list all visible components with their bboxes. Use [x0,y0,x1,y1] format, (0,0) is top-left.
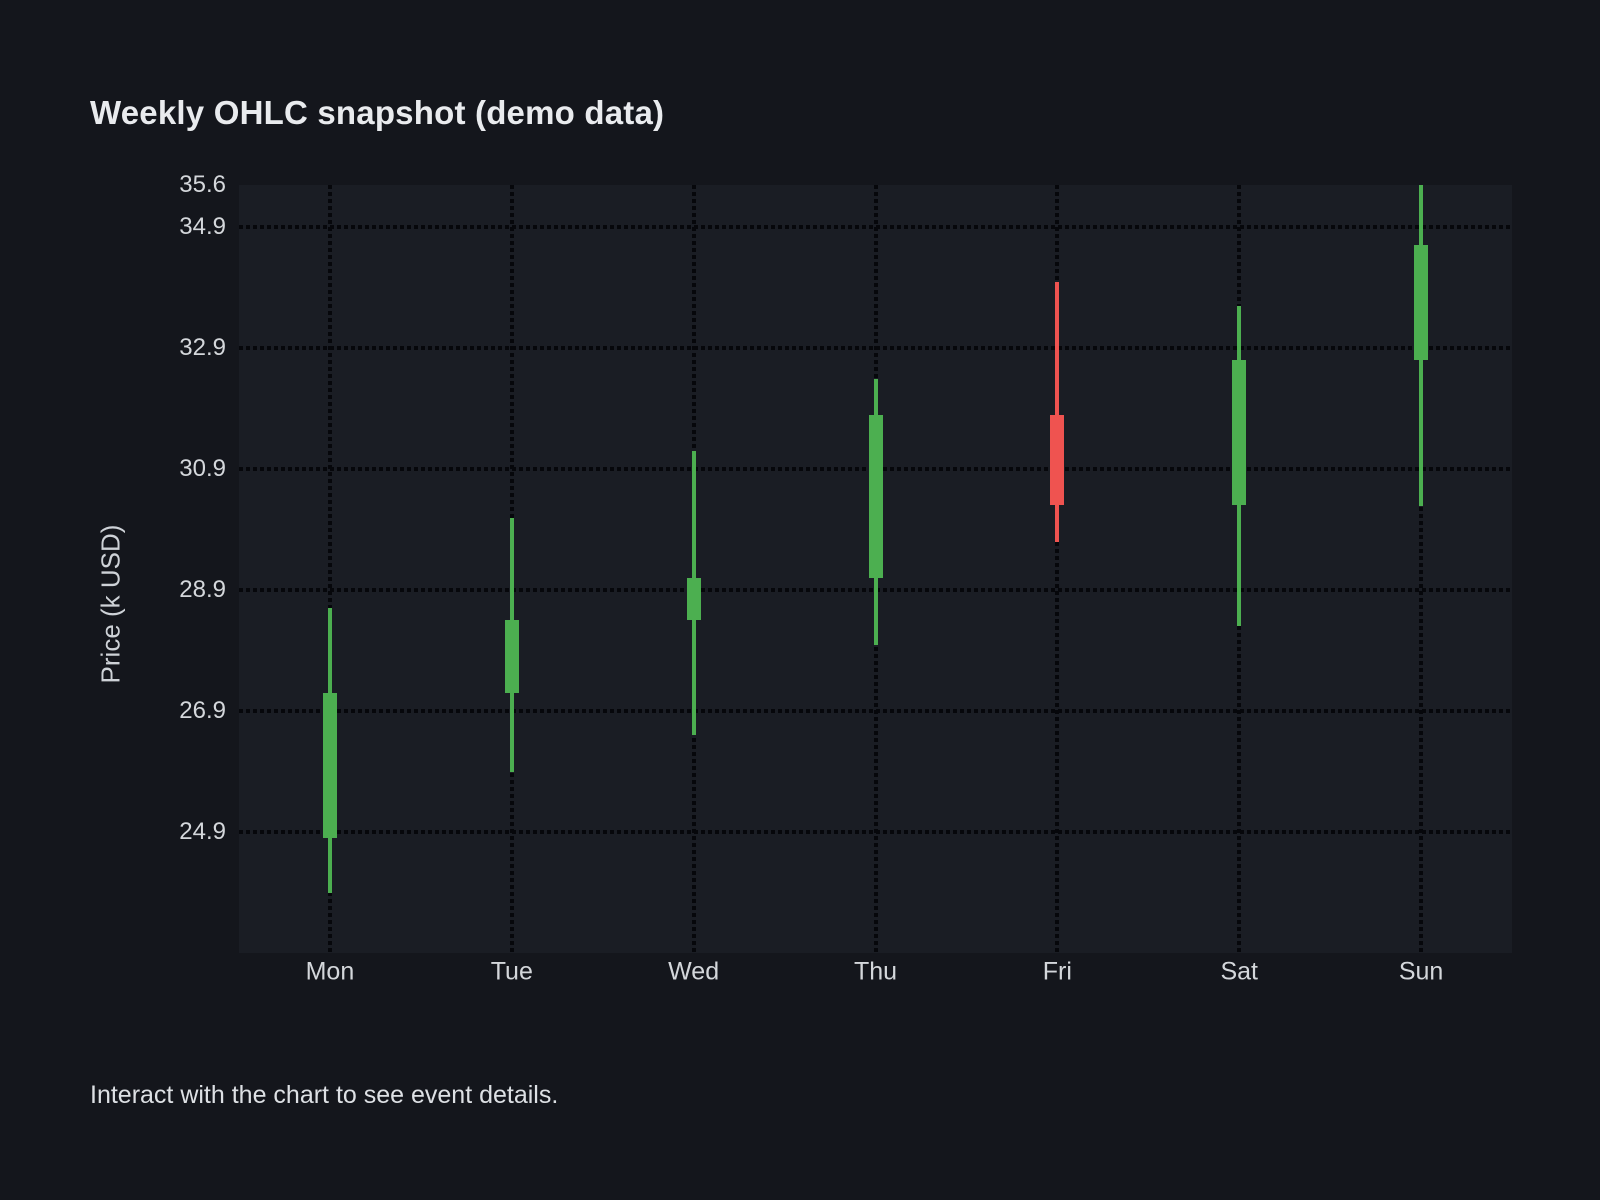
chart-title: Weekly OHLC snapshot (demo data) [90,94,665,131]
x-tick-label: Mon [305,957,355,986]
candle-body-sun[interactable] [1414,245,1429,361]
candle-body-thu[interactable] [868,414,883,579]
y-tick-label: 30.9 [179,455,226,483]
x-tick-label: Thu [853,957,898,986]
candle-body-wed[interactable] [686,578,701,621]
footer-note: Interact with the chart to see event det… [90,1081,559,1109]
x-tick-label: Fri [1042,957,1072,986]
candle-wick-fri[interactable] [1055,281,1060,542]
y-tick-label: 35.6 [179,171,226,198]
y-tick-label: 24.9 [179,818,226,846]
x-tick-label: Sat [1220,957,1258,986]
x-tick-label: Sun [1398,957,1444,986]
x-tick-label: Tue [490,957,533,986]
y-tick-label: 28.9 [179,576,226,604]
candle-body-sat[interactable] [1232,360,1247,506]
y-tick-label: 26.9 [179,697,226,725]
x-tick-label: Wed [668,957,720,986]
y-tick-label: 32.9 [179,334,226,362]
x-gridline [1419,185,1424,953]
x-gridline [1055,185,1060,953]
candle-body-mon[interactable] [322,692,337,839]
y-tick-label: 34.9 [179,213,226,241]
candle-body-fri[interactable] [1050,414,1065,506]
x-gridline [327,185,332,953]
candle-body-tue[interactable] [504,620,519,693]
plot-area[interactable] [239,185,1512,953]
